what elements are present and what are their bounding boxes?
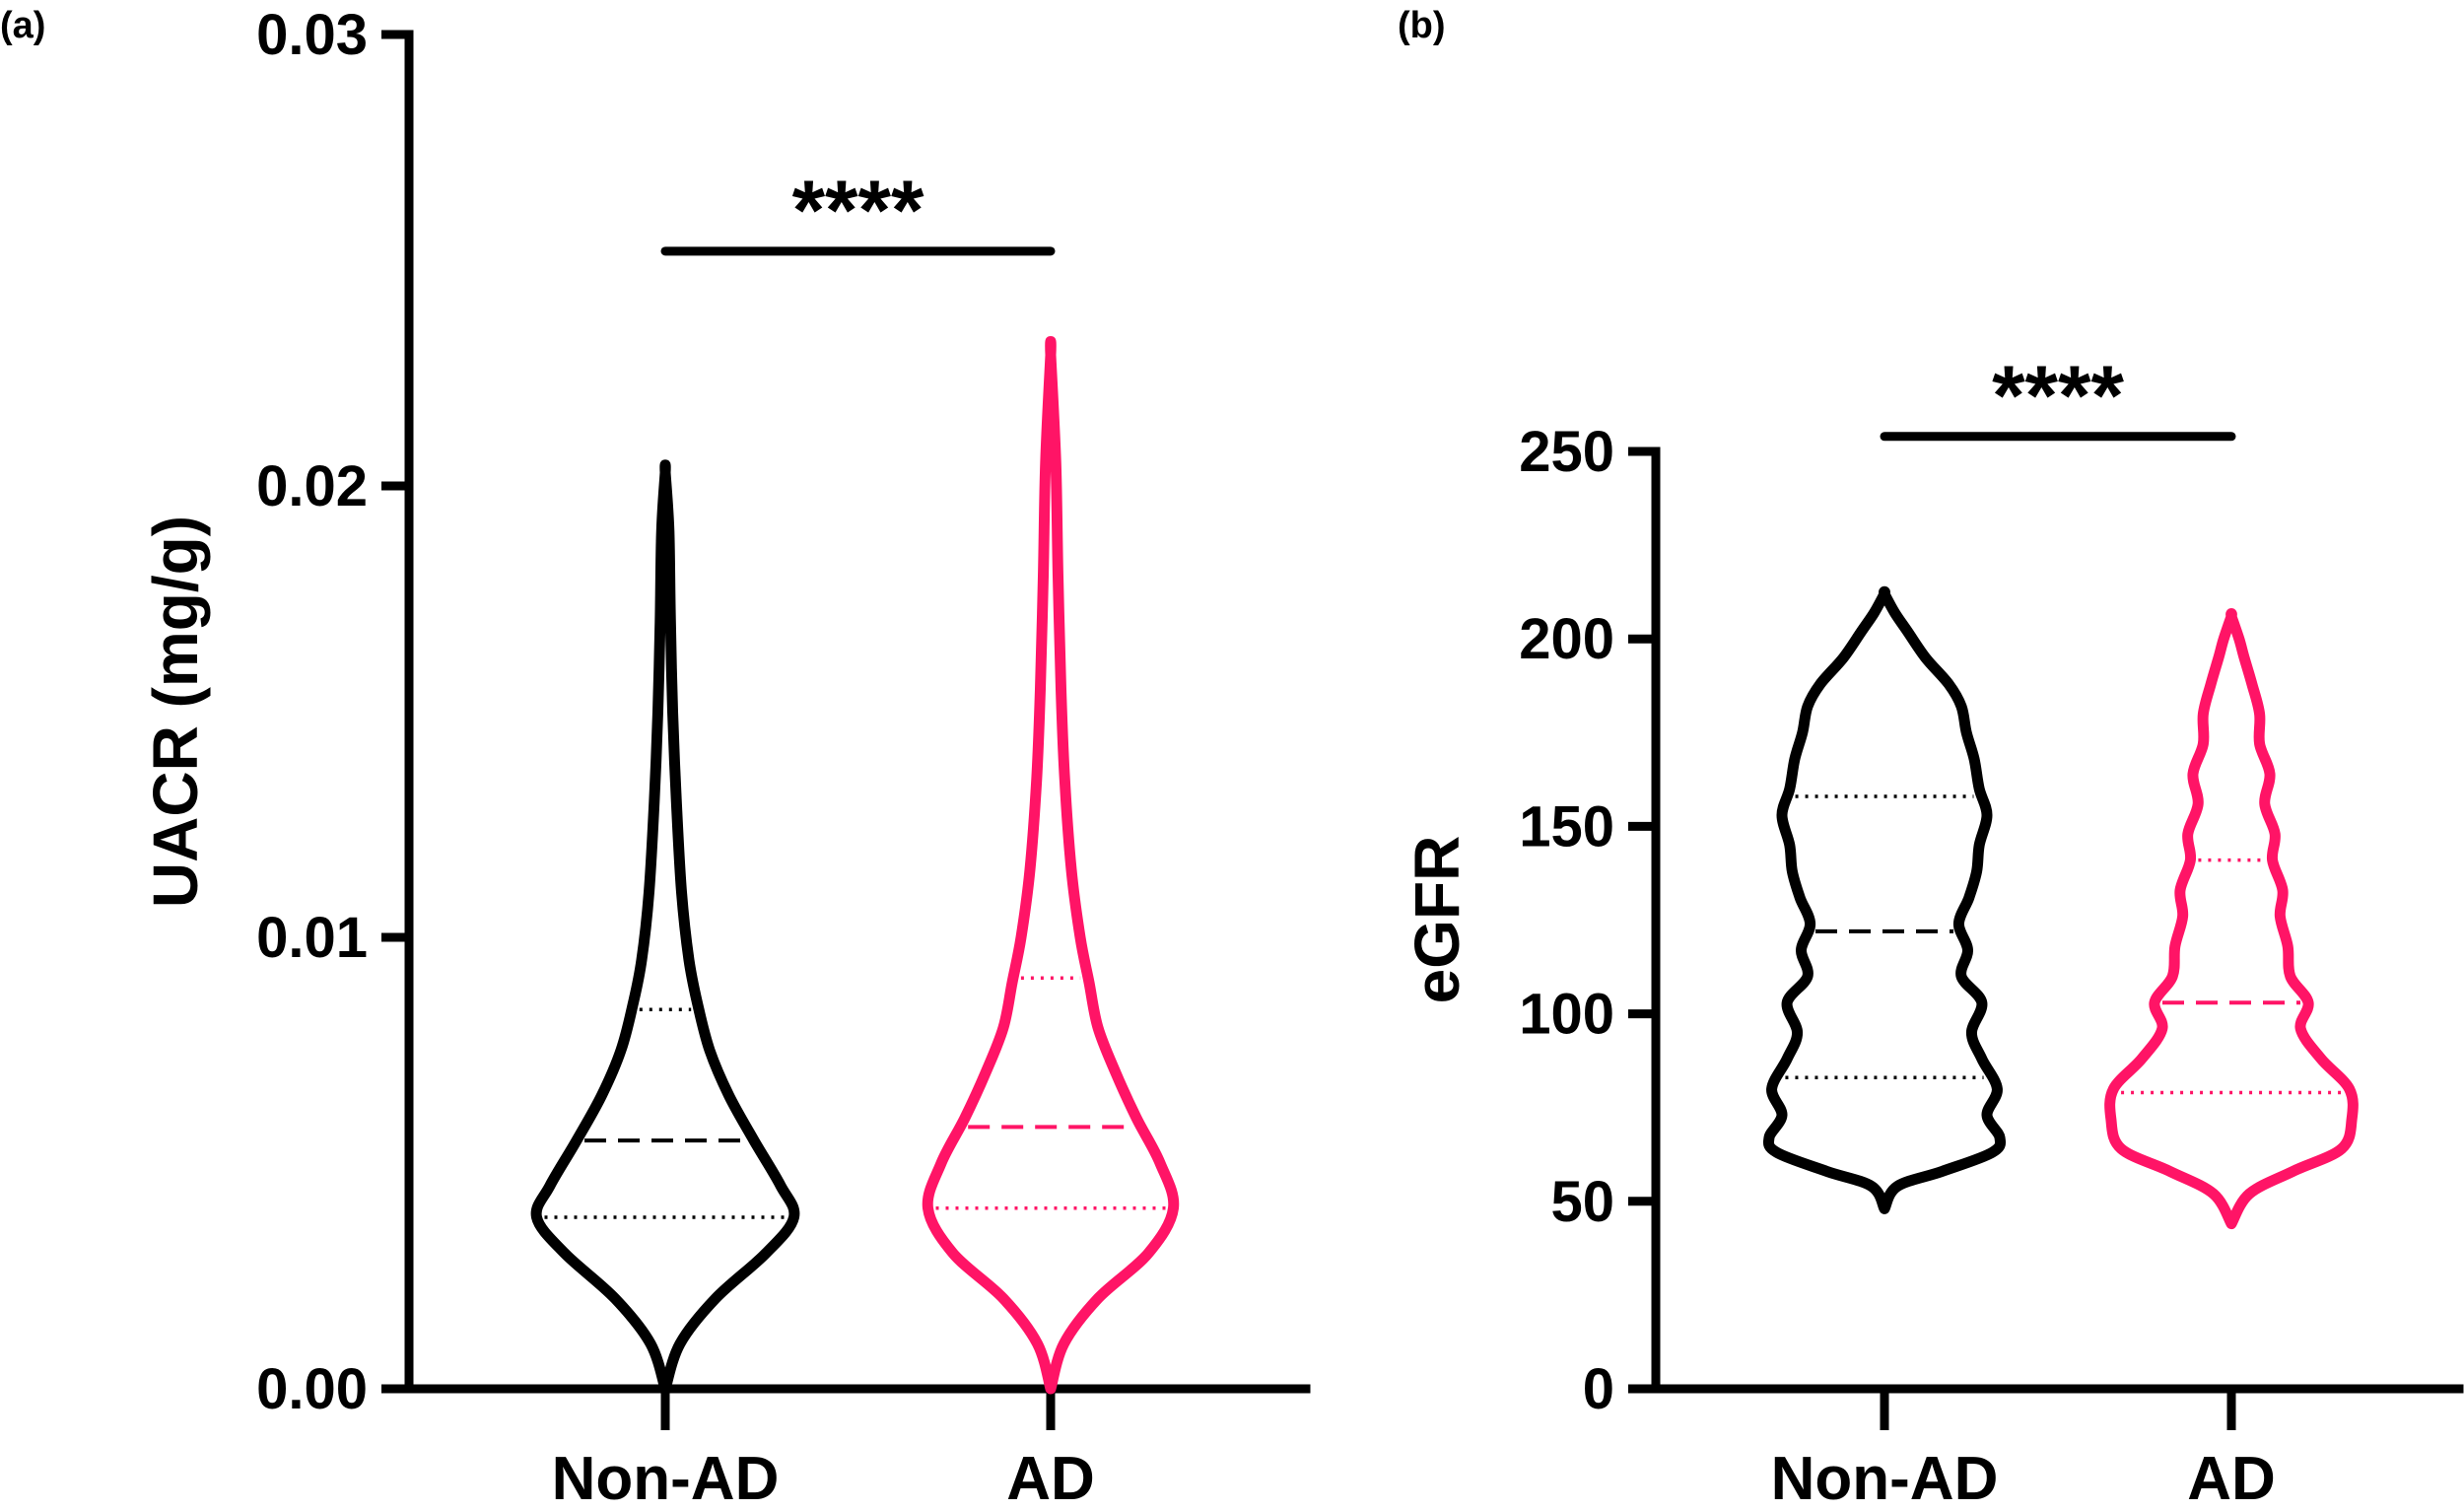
y-tick-label: 250	[1519, 420, 1614, 484]
panel-label: (b)	[1398, 5, 1446, 46]
violin-non-ad	[530, 459, 800, 1395]
violin-ad	[922, 335, 1180, 1395]
y-tick-label: 0.03	[256, 3, 368, 67]
y-tick-label: 100	[1519, 983, 1614, 1047]
significance-label: ****	[792, 164, 924, 258]
y-tick-label: 0	[1583, 1357, 1614, 1421]
y-axis-title: eGFR	[1402, 836, 1472, 1004]
y-tick-label: 150	[1519, 794, 1614, 859]
significance-label: ****	[1992, 349, 2124, 444]
y-tick-label: 0.01	[256, 906, 368, 970]
y-tick-label: 0.02	[256, 454, 368, 518]
x-category-label: AD	[2187, 1445, 2276, 1511]
x-category-label: AD	[1006, 1445, 1095, 1511]
y-tick-label: 200	[1519, 607, 1614, 671]
x-category-label: Non-AD	[552, 1445, 780, 1511]
chart-panel-a: (a) 0.00 0.01 0.02 0.03 UACR (mg/g) Non-AD AD **…	[0, 3, 1311, 1511]
panel-label: (a)	[0, 5, 45, 46]
y-tick-label: 0.00	[256, 1357, 368, 1421]
x-category-label: Non-AD	[1771, 1445, 1999, 1511]
violin-ad	[2104, 608, 2359, 1230]
y-axis-title: UACR (mg/g)	[140, 515, 211, 908]
violin-non-ad	[1762, 585, 2007, 1214]
y-tick-label: 50	[1550, 1170, 1614, 1234]
chart-panel-b: (b) 0 50 100 150 200 250 eGFR Non-AD AD ****	[1398, 5, 2464, 1511]
